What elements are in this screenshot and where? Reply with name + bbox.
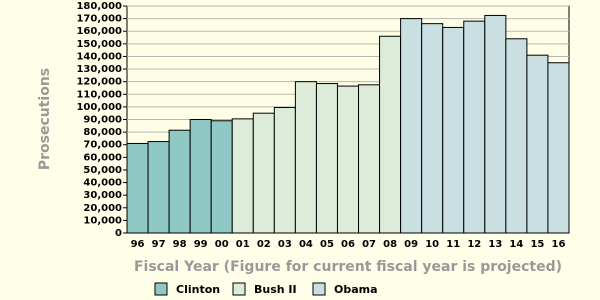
y-tick-label: 140,000 bbox=[76, 51, 122, 62]
x-tick-label: 01 bbox=[236, 239, 250, 250]
x-tick-label: 09 bbox=[404, 239, 418, 250]
y-tick-label: 10,000 bbox=[83, 215, 122, 226]
x-tick-label: 07 bbox=[362, 239, 376, 250]
bar bbox=[252, 112, 275, 234]
y-axis-title: Prosecutions bbox=[37, 68, 53, 170]
y-tick-label: 50,000 bbox=[83, 165, 122, 176]
bar bbox=[147, 141, 170, 234]
x-tick-label: 06 bbox=[341, 239, 355, 250]
y-tick-label: 60,000 bbox=[83, 152, 122, 163]
x-tick-label: 99 bbox=[194, 239, 208, 250]
bar bbox=[189, 119, 212, 234]
bar bbox=[379, 35, 402, 234]
x-tick-label: 08 bbox=[383, 239, 397, 250]
y-tick-label: 170,000 bbox=[76, 14, 122, 25]
y-tick-label: 80,000 bbox=[83, 127, 122, 138]
y-tick-label: 70,000 bbox=[83, 140, 122, 151]
y-tick-label: 130,000 bbox=[76, 64, 122, 75]
bar bbox=[168, 129, 191, 234]
bar bbox=[526, 54, 549, 234]
bar bbox=[358, 84, 381, 234]
x-tick-label: 16 bbox=[552, 239, 566, 250]
x-tick-label: 05 bbox=[320, 239, 334, 250]
bar bbox=[400, 18, 423, 234]
bar bbox=[463, 20, 486, 234]
legend-swatch bbox=[312, 282, 326, 296]
y-tick-label: 180,000 bbox=[76, 1, 122, 12]
y-tick-label: 0 bbox=[115, 228, 122, 239]
x-tick-label: 13 bbox=[488, 239, 502, 250]
legend-swatch bbox=[232, 282, 246, 296]
x-tick-label: 03 bbox=[278, 239, 292, 250]
legend-label: Bush II bbox=[254, 283, 297, 296]
x-tick-label: 15 bbox=[530, 239, 544, 250]
x-tick-label: 04 bbox=[299, 239, 313, 250]
bar bbox=[126, 142, 149, 234]
x-tick-label: 11 bbox=[446, 239, 460, 250]
bar bbox=[336, 85, 360, 234]
bar bbox=[294, 81, 317, 234]
x-tick-label: 98 bbox=[173, 239, 187, 250]
bar bbox=[210, 120, 233, 234]
y-tick-label: 160,000 bbox=[76, 26, 122, 37]
legend-label: Obama bbox=[334, 283, 378, 296]
bar bbox=[315, 83, 338, 234]
legend-swatch bbox=[154, 282, 168, 296]
y-tick-label: 30,000 bbox=[83, 190, 122, 201]
bar bbox=[505, 38, 528, 234]
x-axis-title: Fiscal Year (Figure for current fiscal y… bbox=[134, 259, 562, 275]
legend-label: Clinton bbox=[176, 283, 220, 296]
x-tick-label: 00 bbox=[215, 239, 229, 250]
bar bbox=[442, 26, 465, 234]
y-tick-label: 90,000 bbox=[83, 115, 122, 126]
x-tick-label: 12 bbox=[467, 239, 481, 250]
y-tick-label: 100,000 bbox=[76, 102, 122, 113]
x-tick-label: 96 bbox=[131, 239, 145, 250]
y-tick-label: 120,000 bbox=[76, 77, 122, 88]
y-tick-label: 20,000 bbox=[83, 203, 122, 214]
bar bbox=[273, 107, 296, 234]
x-tick-label: 14 bbox=[509, 239, 523, 250]
y-tick-label: 40,000 bbox=[83, 178, 122, 189]
y-tick-label: 110,000 bbox=[76, 89, 122, 100]
bar bbox=[484, 14, 507, 234]
x-tick-label: 10 bbox=[425, 239, 439, 250]
y-tick-label: 150,000 bbox=[76, 39, 122, 50]
bar bbox=[547, 62, 570, 234]
x-tick-label: 02 bbox=[257, 239, 271, 250]
bar bbox=[421, 23, 444, 234]
x-tick-label: 97 bbox=[152, 239, 166, 250]
bar bbox=[231, 118, 254, 234]
